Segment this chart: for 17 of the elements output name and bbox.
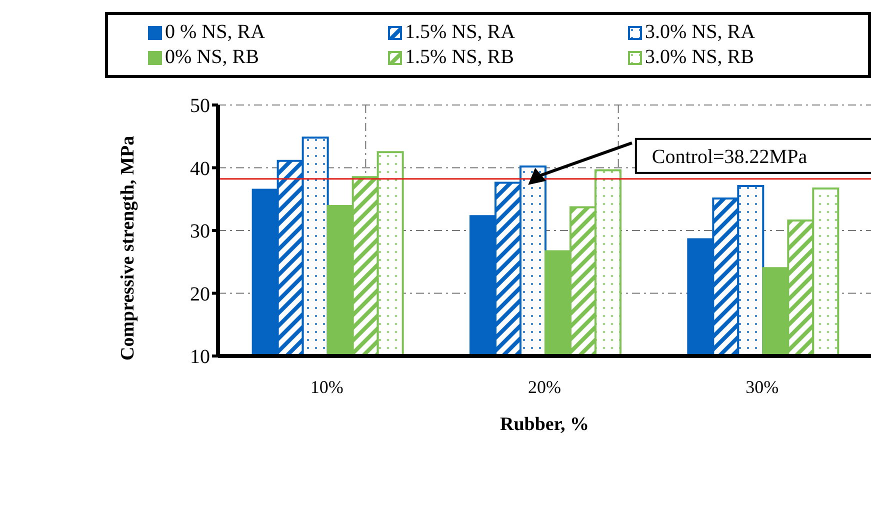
y-tick-label: 40 bbox=[190, 158, 210, 180]
x-tick-label: 20% bbox=[528, 376, 561, 397]
x-axis-title: Rubber, % bbox=[500, 414, 590, 435]
y-tick-label: 20 bbox=[190, 283, 210, 306]
legend-label: 0% NS, RB bbox=[165, 46, 259, 69]
legend-label: 3.0% NS, RB bbox=[645, 46, 754, 69]
x-tick-label: 30% bbox=[746, 376, 779, 397]
ref-line-label: Control=38.22MPa bbox=[652, 146, 808, 168]
y-tick-label: 30 bbox=[190, 220, 210, 243]
legend-label: 0 % NS, RA bbox=[165, 21, 266, 44]
legend-label: 1.5% NS, RB bbox=[405, 46, 514, 69]
y-tick-label: 50 bbox=[190, 95, 210, 118]
legend-label: 3.0% NS, RA bbox=[645, 21, 756, 44]
legend-label: 1.5% NS, RA bbox=[405, 21, 516, 44]
x-tick-label: 10% bbox=[310, 376, 344, 397]
y-axis-title: Compressive strength, MPa bbox=[118, 135, 139, 360]
y-tick-label: 10 bbox=[190, 346, 210, 368]
